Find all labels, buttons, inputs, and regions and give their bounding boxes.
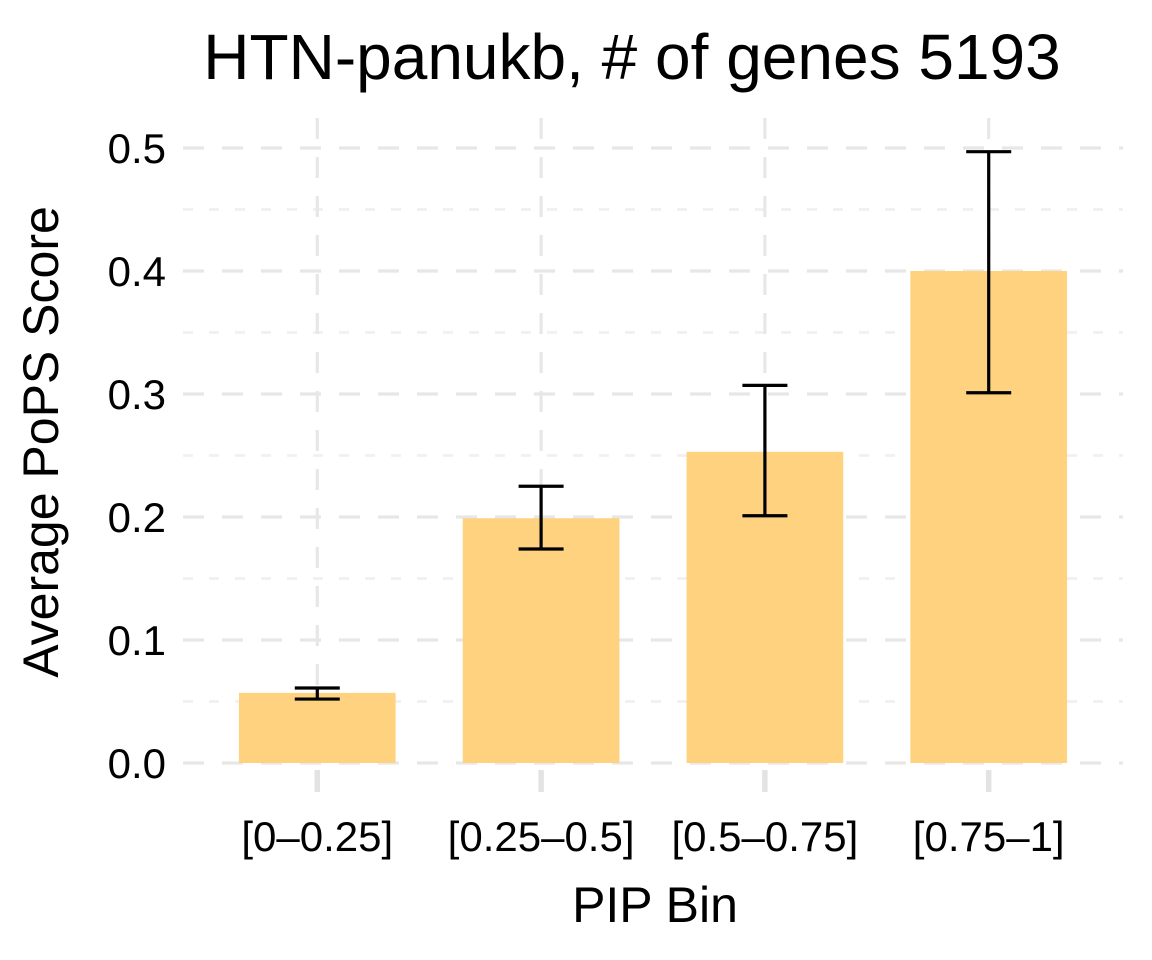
y-axis-title: Average PoPS Score [13, 206, 69, 678]
y-tick-label: 0.5 [108, 125, 166, 172]
y-tick-label: 0.0 [108, 740, 166, 787]
bar [462, 518, 620, 763]
chart-title: HTN-panukb, # of genes 5193 [203, 21, 1060, 93]
bar [238, 692, 396, 763]
x-tick-label: [0.75–1] [913, 813, 1065, 860]
y-tick-label: 0.2 [108, 494, 166, 541]
x-axis-ticks [314, 770, 992, 792]
x-tick-labels: [0–0.25] [0.25–0.5] [0.5–0.75] [0.75–1] [241, 813, 1064, 860]
y-tick-label: 0.1 [108, 617, 166, 664]
y-tick-label: 0.4 [108, 248, 166, 295]
error-bars [294, 150, 1012, 701]
y-tick-labels: 0.0 0.1 0.2 0.3 0.4 0.5 [108, 125, 166, 787]
bars [238, 271, 1068, 763]
x-tick-label: [0.25–0.5] [448, 813, 635, 860]
vertical-gridlines [315, 118, 991, 766]
x-tick-label: [0–0.25] [241, 813, 393, 860]
x-tick-label: [0.5–0.75] [671, 813, 858, 860]
y-tick-label: 0.3 [108, 371, 166, 418]
x-axis-title: PIP Bin [572, 877, 738, 933]
